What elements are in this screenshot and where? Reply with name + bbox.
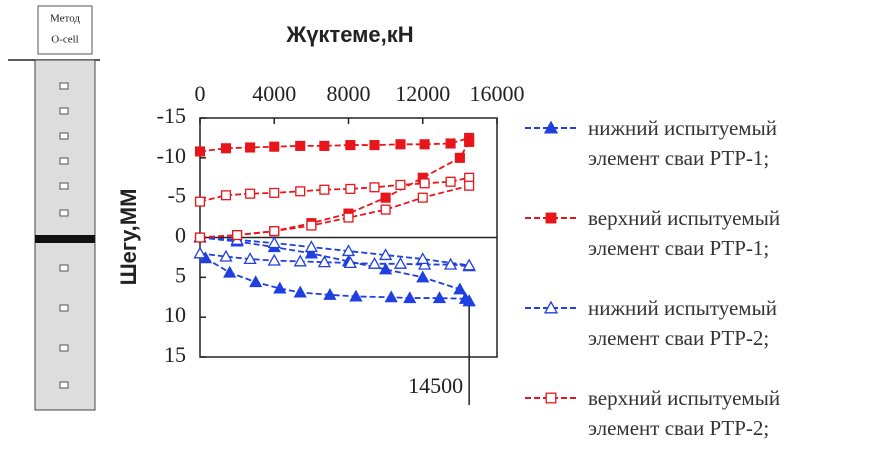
marker	[222, 191, 231, 200]
marker	[396, 181, 405, 190]
legend-label: верхний испытуемый элемент сваи РТР-2;	[588, 383, 838, 443]
marker	[418, 193, 427, 202]
annotation-label: 14500	[408, 373, 463, 398]
y-axis-label: Шегу,ММ	[116, 189, 141, 286]
marker	[320, 141, 329, 150]
marker	[465, 138, 474, 147]
marker	[270, 227, 279, 236]
marker	[370, 183, 379, 192]
o-cell	[35, 235, 95, 243]
marker	[195, 248, 206, 258]
marker	[296, 187, 305, 196]
y-tick-label: 15	[164, 342, 186, 367]
marker	[246, 143, 255, 152]
marker	[306, 242, 317, 252]
marker	[446, 139, 455, 148]
y-tick-label: -10	[157, 143, 186, 168]
marker	[417, 272, 428, 282]
marker	[420, 179, 429, 188]
pile-diagram: Метод O-cell	[8, 6, 100, 410]
marker	[465, 181, 474, 190]
marker	[295, 287, 306, 297]
marker	[370, 141, 379, 150]
marker	[269, 255, 280, 265]
marker	[270, 188, 279, 197]
diagram-label: O-cell	[51, 34, 78, 46]
y-tick-label: -5	[168, 183, 186, 208]
legend-marker	[546, 213, 556, 223]
marker	[296, 141, 305, 150]
marker	[196, 147, 205, 156]
marker	[233, 231, 242, 240]
marker	[386, 292, 397, 302]
marker	[196, 233, 205, 242]
legend-label: нижний испытуемый элемент сваи РТР-2;	[588, 293, 838, 353]
marker	[246, 189, 255, 198]
marker	[270, 142, 279, 151]
marker	[346, 185, 355, 194]
marker	[420, 140, 429, 149]
marker	[396, 140, 405, 149]
legend-label: верхний испытуемый элемент сваи РТР-1;	[588, 203, 838, 263]
x-tick-label: 4000	[252, 81, 296, 106]
marker	[250, 277, 261, 287]
page: Метод O-cell Жүктеме,кН Шегу,ММ 0 4000 800…	[0, 0, 878, 456]
marker	[346, 141, 355, 150]
legend-label: нижний испытуемый элемент сваи РТР-1;	[588, 113, 838, 173]
marker	[222, 144, 231, 153]
marker	[320, 185, 329, 194]
marker	[269, 238, 280, 248]
diagram-label: Метод	[50, 13, 80, 25]
marker	[307, 221, 316, 230]
y-tick-label: -15	[157, 103, 186, 128]
y-tick-label: 0	[175, 223, 186, 248]
marker	[381, 193, 390, 202]
x-tick-label: 16000	[470, 81, 525, 106]
marker	[446, 177, 455, 186]
marker	[455, 153, 464, 162]
y-tick-label: 5	[175, 262, 186, 287]
marker	[395, 258, 406, 268]
y-tick-label: 10	[164, 302, 186, 327]
x-axis-label: Жүктеме,кН	[285, 22, 413, 47]
legend-marker	[546, 393, 556, 403]
marker	[344, 213, 353, 222]
marker	[224, 267, 235, 277]
marker	[196, 197, 205, 206]
x-tick-label: 12000	[395, 81, 450, 106]
marker	[381, 205, 390, 214]
x-tick-label: 8000	[327, 81, 371, 106]
x-tick-label: 0	[195, 81, 206, 106]
